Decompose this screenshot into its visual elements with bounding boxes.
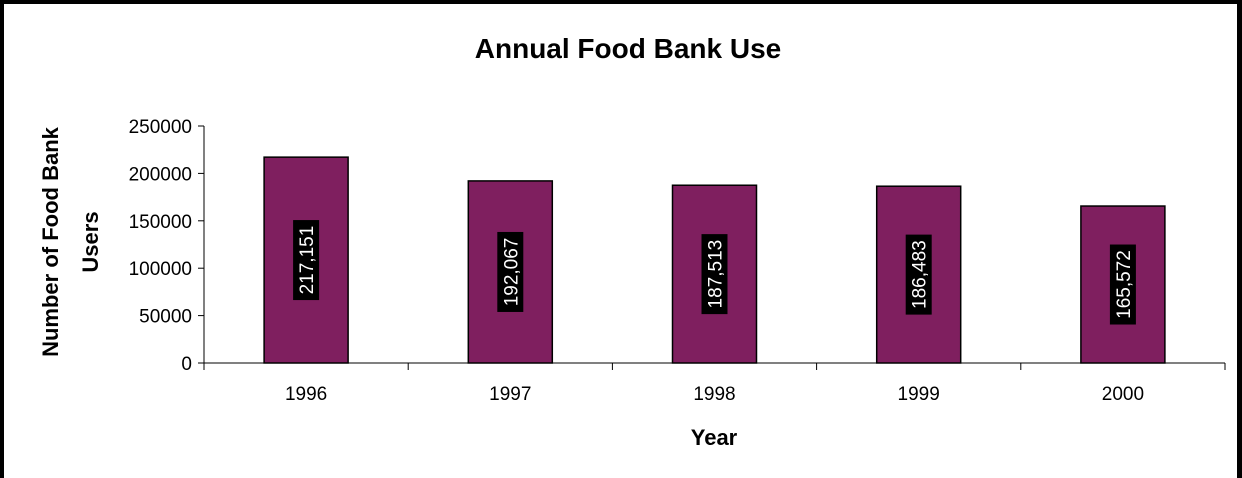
data-label-background bbox=[905, 234, 932, 315]
data-label-group: 186,483 bbox=[905, 234, 932, 315]
x-tick-label: 2000 bbox=[1102, 384, 1144, 405]
data-label: 186,483 bbox=[910, 240, 931, 309]
y-tick-label: 100000 bbox=[129, 259, 192, 280]
y-tick-label: 150000 bbox=[129, 212, 192, 233]
y-axis-title-line-2: Users bbox=[78, 211, 103, 272]
data-label-background bbox=[701, 234, 728, 315]
y-axis-title: Number of Food Bank Users bbox=[38, 126, 103, 357]
data-label-background bbox=[1109, 244, 1136, 325]
x-tick-label: 1998 bbox=[693, 384, 735, 405]
data-label-group: 187,513 bbox=[701, 234, 728, 315]
data-label: 165,572 bbox=[1114, 250, 1135, 319]
y-tick-label: 250000 bbox=[129, 117, 192, 138]
data-label: 217,151 bbox=[297, 226, 318, 295]
y-tick-label: 50000 bbox=[139, 307, 192, 328]
data-label-group: 165,572 bbox=[1109, 244, 1136, 325]
y-tick-label: 200000 bbox=[129, 164, 192, 185]
data-label-background bbox=[293, 220, 320, 301]
data-label: 187,513 bbox=[706, 240, 727, 309]
x-tick-label: 1997 bbox=[489, 384, 531, 405]
data-label-group: 192,067 bbox=[497, 231, 524, 312]
plot-area: 0 50000 100000 150000 200000 250000 217,151 199… bbox=[129, 117, 1226, 405]
data-label: 192,067 bbox=[501, 238, 522, 307]
data-label-background bbox=[497, 231, 524, 312]
y-tick-label: 0 bbox=[181, 354, 192, 375]
x-tick-label: 1999 bbox=[898, 384, 940, 405]
data-label-group: 217,151 bbox=[293, 220, 320, 301]
x-tick-label: 1996 bbox=[285, 384, 327, 405]
y-axis-title-line-1: Number of Food Bank bbox=[38, 126, 63, 357]
x-axis-title: Year bbox=[691, 425, 738, 450]
chart-title: Annual Food Bank Use bbox=[475, 33, 781, 64]
